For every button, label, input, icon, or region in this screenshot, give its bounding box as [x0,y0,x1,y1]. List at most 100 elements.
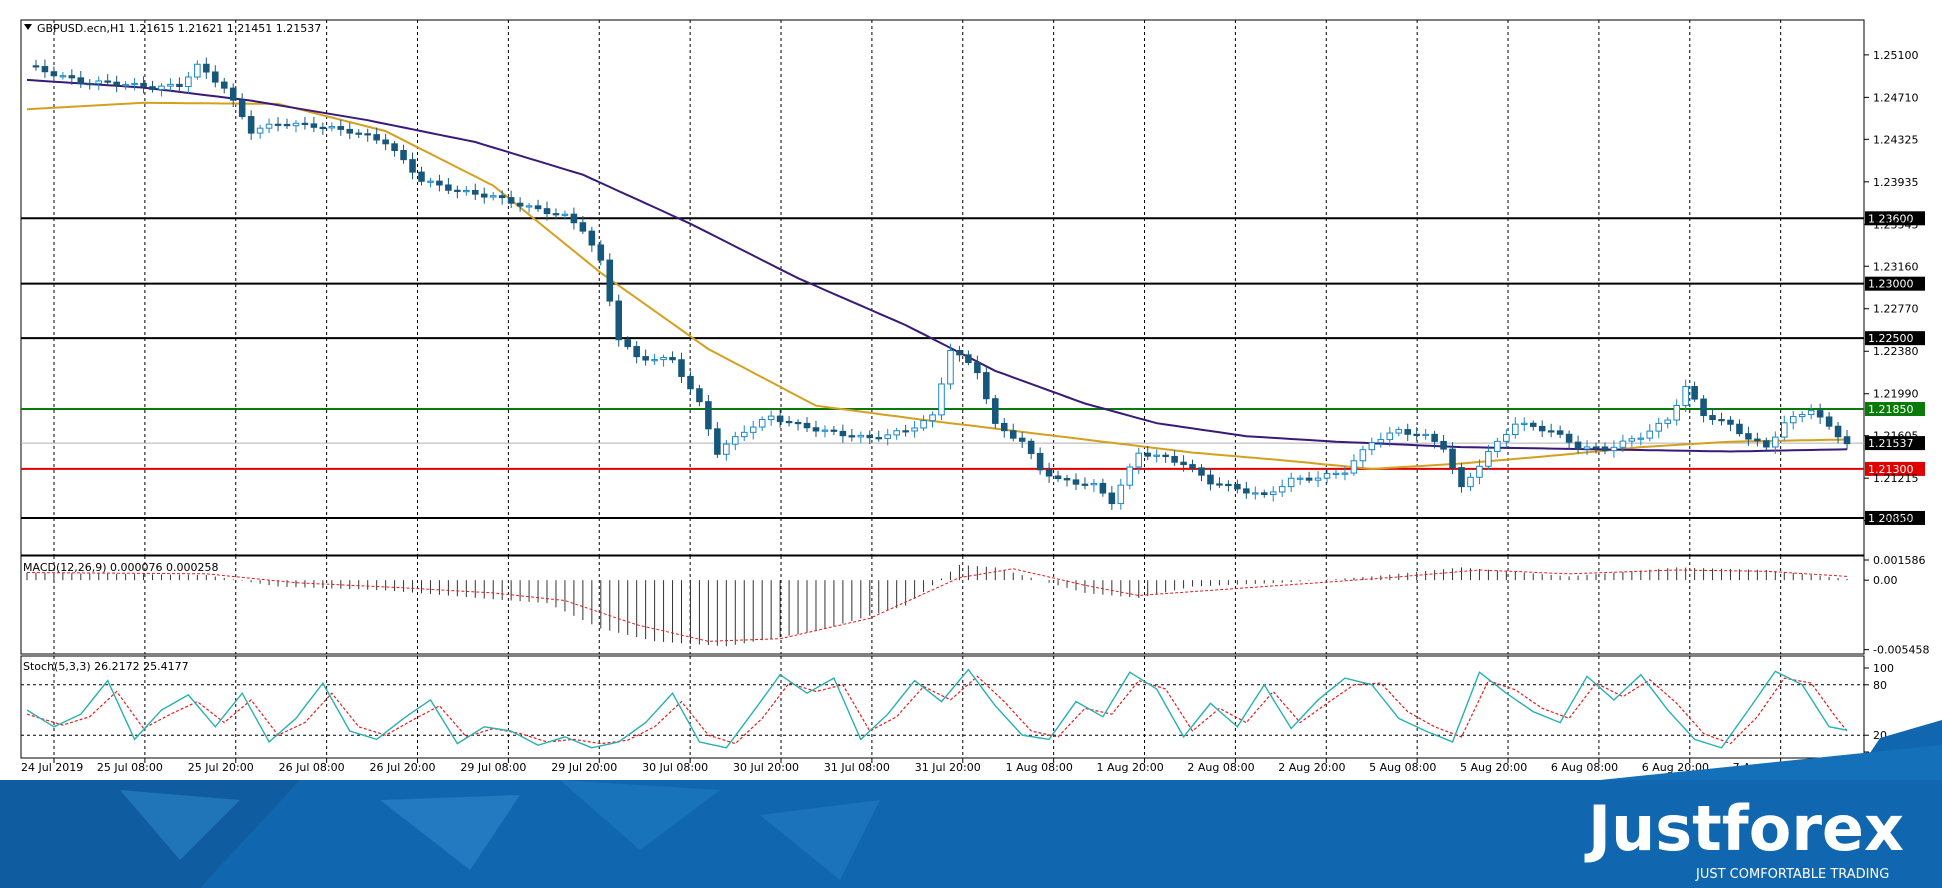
candle-body [1341,472,1349,475]
candle-body [758,419,766,428]
candle-body [516,202,524,207]
candle-body [1556,430,1564,435]
candle-body [938,383,945,416]
candle-body [194,63,201,78]
candle-body [633,346,640,358]
candle-body [507,197,515,204]
candle-body [167,83,174,87]
candle-body [1834,425,1842,438]
candle-body [669,357,676,361]
candle-body [866,434,874,439]
level-label: 1.22500 [1868,332,1914,345]
candle-body [373,134,380,141]
candle-body [956,350,963,356]
candle-body [624,339,631,348]
candle-body [1377,439,1385,444]
candle-body [1449,448,1456,469]
candle-body [328,126,336,129]
candle-body [1153,454,1160,457]
candle-body [1538,425,1546,432]
candle-body [176,83,183,88]
candle-body [454,189,461,192]
candle-body [1243,488,1250,494]
price-tick-label: 1.20825 [1873,515,1919,528]
candle-body [489,195,497,198]
candle-body [1260,492,1268,495]
brand-banner [0,720,1942,888]
candle-body [776,415,784,422]
candle-body [525,205,533,208]
stoch-indicator: 10080200 [21,662,1894,759]
level-tag [1865,211,1925,226]
candle-body [77,77,85,84]
macd-tick-label: -0.005458 [1873,644,1929,657]
candle-body [1287,477,1295,488]
candle-body [857,434,865,438]
candle-body [1296,477,1304,480]
candle-body [767,415,775,421]
candle-body [1045,469,1053,477]
candle-body [1207,474,1214,485]
stoch-label: Stoch(5,3,3) 26.2172 25.4177 [23,660,189,673]
candle-body [1592,446,1600,449]
price-axis: 1.25100 1.24710 1.24325 1.23935 1.23545 1.231… [1864,49,1919,528]
candle-body [615,300,623,341]
candle-body [104,80,111,83]
macd-indicator: 0.001586 0.00 -0.005458 [26,554,1929,657]
x-tick-label: 26 Jul 20:00 [370,761,436,774]
candle-body [740,431,748,438]
candle-body [1610,446,1618,452]
candle-body [1000,422,1008,432]
x-tick-label: 5 Aug 20:00 [1460,761,1527,774]
candle-body [1718,419,1725,422]
candle-body [1619,440,1627,448]
candle-body [1395,429,1403,434]
candle-body [812,427,820,432]
candle-body [1027,440,1035,454]
x-tick-label: 1 Aug 08:00 [1006,761,1073,774]
candle-body [705,401,712,430]
candle-body [794,421,802,425]
x-tick-label: 5 Aug 08:00 [1369,761,1436,774]
candle-body [355,132,363,135]
candle-body [1404,429,1411,435]
candle-body [651,359,658,362]
x-tick-label: 31 Jul 08:00 [824,761,890,774]
candle-body [821,429,829,432]
price-tick-label: 1.21605 [1873,430,1919,443]
price-tick-label: 1.22770 [1873,303,1919,316]
candle-body [113,81,120,86]
candle-body [445,184,452,191]
candle-body [346,128,354,134]
collapse-triangle-icon[interactable] [24,24,32,30]
candle-body [1816,410,1824,418]
candle-body [1162,454,1169,458]
candle-body [472,189,479,195]
current-price-label: 1.21537 [1868,437,1914,450]
candle-body [1171,456,1178,463]
price-tick-label: 1.24710 [1873,91,1919,104]
candles [32,57,1851,510]
candle-body [301,122,309,125]
candle-body [1709,415,1716,421]
candle-body [588,230,596,246]
candle-body [1476,465,1483,478]
candle-body [992,398,999,424]
candle-body [1108,492,1116,505]
candle-body [1332,472,1340,476]
candle-body [884,434,891,439]
candle-body [1422,433,1429,437]
candle-body [1135,452,1143,468]
candle-body [803,422,811,429]
candle-body [1485,450,1492,467]
candle-body [732,436,739,445]
candle-body [947,350,954,385]
candle-body [1664,419,1672,424]
stoch-d-line [26,675,1848,745]
price-tick-label: 1.21215 [1873,472,1919,485]
candle-body [463,189,470,193]
price-tick-label: 1.23160 [1873,260,1919,273]
candle-body [1700,398,1707,417]
candle-body [50,71,58,77]
